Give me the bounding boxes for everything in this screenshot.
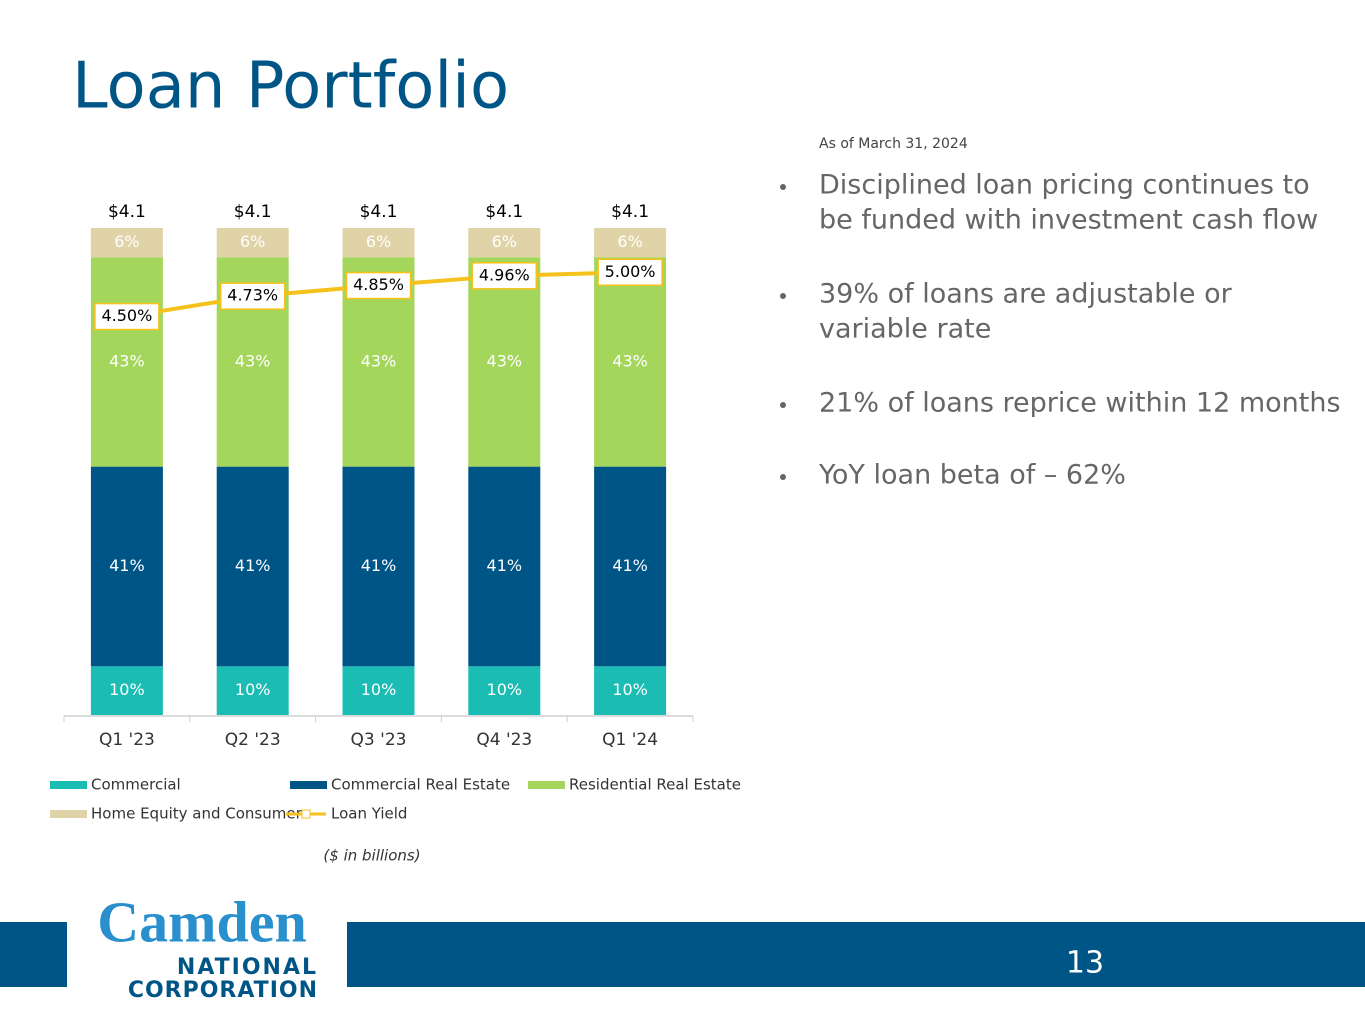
segment-label: 43%	[612, 351, 648, 370]
legend-swatch	[290, 781, 327, 789]
bar-segment	[90, 257, 163, 467]
bullet-text: be funded with investment cash flow	[819, 205, 1318, 236]
x-tick-label: Q3 '23	[351, 730, 407, 750]
x-tick-label: Q2 '23	[225, 730, 281, 750]
bar-segment	[216, 466, 289, 667]
total-label: $4.1	[108, 202, 146, 222]
bar-segment	[594, 666, 667, 715]
legend-label: Commercial Real Estate	[331, 776, 510, 794]
bar-segment	[594, 228, 667, 258]
bar-segment	[468, 666, 541, 715]
yield-label: 4.73%	[227, 286, 278, 305]
segment-label: 41%	[612, 556, 648, 575]
bar-segment	[216, 228, 289, 258]
yield-label: 4.96%	[479, 265, 530, 284]
bar-segment	[342, 228, 415, 258]
legend-swatch	[50, 810, 87, 818]
segment-label: 41%	[361, 556, 397, 575]
segment-label: 6%	[114, 232, 139, 251]
bar-segment	[90, 228, 163, 258]
segment-label: 43%	[109, 351, 145, 370]
legend-swatch	[50, 781, 87, 789]
bar-segment	[468, 228, 541, 258]
yield-marker	[345, 271, 412, 300]
segment-label: 10%	[235, 680, 271, 699]
bullet-text: YoY loan beta of – 62%	[818, 460, 1126, 491]
segment-label: 6%	[617, 232, 642, 251]
bullet-dot	[780, 474, 786, 480]
slide-title: Loan Portfolio	[72, 50, 509, 124]
page-number: 13	[1066, 946, 1104, 981]
bullet-text: variable rate	[819, 314, 991, 345]
as-of: As of March 31, 2024	[819, 136, 968, 152]
segment-label: 10%	[361, 680, 397, 699]
bar-segment	[90, 466, 163, 667]
total-label: $4.1	[360, 202, 398, 222]
bullet-text: 21% of loans reprice within 12 months	[819, 388, 1341, 419]
total-label: $4.1	[485, 202, 523, 222]
segment-label: 41%	[109, 556, 145, 575]
legend-swatch-marker	[301, 809, 311, 819]
bar-segment	[594, 257, 667, 467]
bar-segment	[342, 466, 415, 667]
yield-marker	[94, 302, 160, 331]
segment-label: 6%	[240, 232, 265, 251]
bar-segment	[468, 257, 541, 467]
segment-label: 10%	[109, 680, 145, 699]
bar-segment	[594, 466, 667, 667]
legend-label: Home Equity and Consumer	[91, 805, 303, 823]
segment-label: 6%	[492, 232, 517, 251]
yield-marker	[471, 262, 538, 290]
segment-label: 10%	[612, 680, 648, 699]
segment-label: 10%	[487, 680, 523, 699]
segment-label: 6%	[366, 232, 391, 251]
yield-label: 4.50%	[101, 306, 152, 325]
total-label: $4.1	[234, 202, 272, 222]
bullet-text: 39% of loans are adjustable or	[819, 279, 1233, 310]
legend-swatch	[528, 781, 565, 789]
segment-label: 43%	[487, 351, 523, 370]
yield-label: 4.85%	[353, 275, 404, 294]
legend-label: Residential Real Estate	[569, 776, 741, 794]
segment-label: 41%	[235, 556, 271, 575]
legend-label: Commercial	[91, 776, 181, 794]
yield-label: 5.00%	[605, 262, 656, 281]
unit-note: ($ in billions)	[323, 847, 420, 865]
bar-segment	[216, 666, 289, 715]
logo-box	[67, 895, 347, 1024]
logo-national: NATIONAL	[177, 955, 318, 980]
yield-marker	[597, 258, 663, 287]
bullet-dot	[780, 184, 786, 190]
segment-label: 43%	[361, 351, 397, 370]
segment-label: 41%	[487, 556, 523, 575]
segment-label: 43%	[235, 351, 271, 370]
x-tick-label: Q1 '24	[602, 730, 658, 750]
x-tick-label: Q1 '23	[99, 730, 155, 750]
logo-camden: Camden	[97, 889, 306, 954]
bar-segment	[342, 666, 415, 715]
bar-segment	[468, 466, 541, 667]
bar-segment	[90, 666, 163, 715]
bullet-text: Disciplined loan pricing continues to	[819, 170, 1310, 201]
legend-label: Loan Yield	[331, 805, 407, 823]
yield-marker	[219, 282, 286, 310]
x-tick-label: Q4 '23	[476, 730, 532, 750]
bullet-dot	[780, 402, 786, 408]
bullet-dot	[780, 293, 786, 299]
logo-corporation: CORPORATION	[128, 978, 318, 1003]
total-label: $4.1	[611, 202, 649, 222]
